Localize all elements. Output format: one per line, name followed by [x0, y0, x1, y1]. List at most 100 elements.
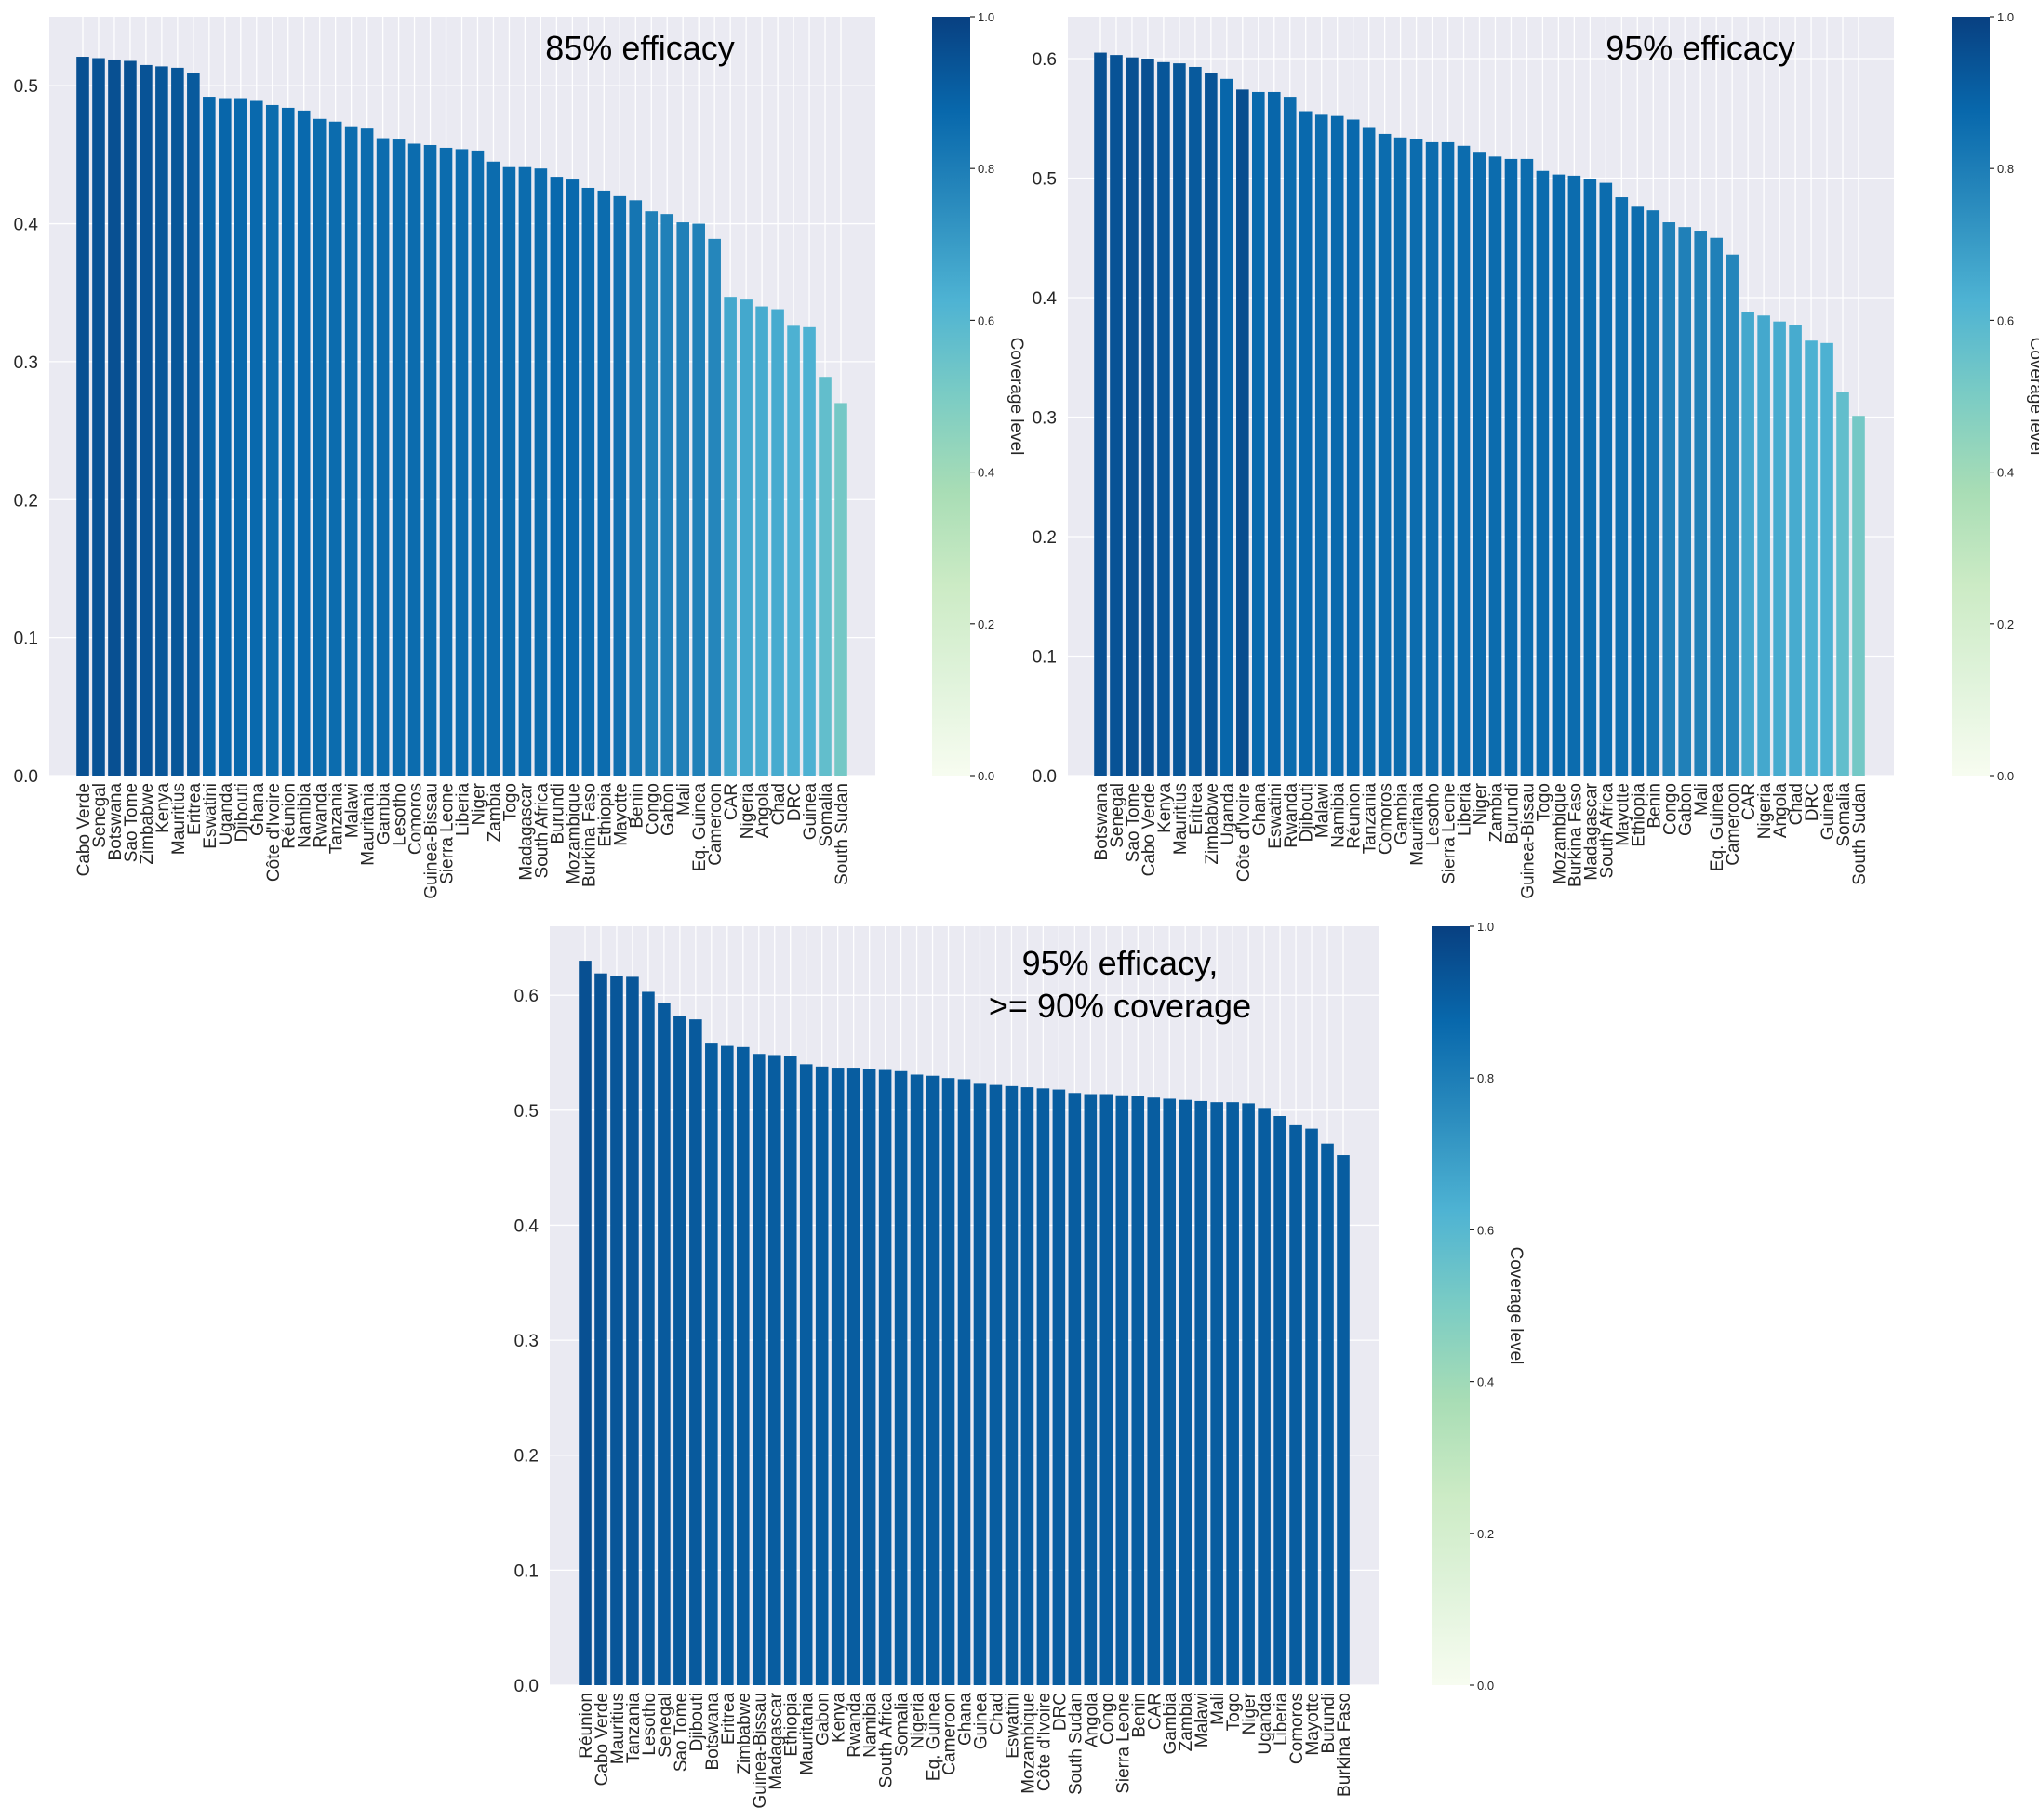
x-tick-label: Nigeria: [738, 783, 757, 840]
bar: [1694, 231, 1707, 777]
x-tick-label: Eswatini: [1266, 783, 1286, 849]
bar: [249, 100, 263, 776]
bar: [1473, 152, 1486, 776]
x-tick-label: Niger: [1240, 1692, 1259, 1734]
colorbar-tick-label: 0.0: [1997, 769, 2014, 783]
x-tick-label: Burundi: [1319, 1693, 1339, 1754]
bar: [1631, 206, 1645, 776]
x-tick-label: Burkina Faso: [1566, 783, 1585, 887]
x-tick-label: Gambia: [1161, 1693, 1180, 1755]
x-tick-label: Kenya: [1155, 783, 1175, 833]
colorbar-tick-label: 0.6: [1477, 1223, 1494, 1237]
bar: [1852, 416, 1865, 776]
y-tick-label: 0.4: [1033, 289, 1058, 309]
bar: [1583, 179, 1597, 776]
x-tick-label: Congo: [643, 783, 662, 835]
x-tick-label: South Africa: [877, 1693, 897, 1788]
x-tick-label: Madagascar: [516, 782, 536, 880]
x-tick-label: Guinea-Bissau: [422, 783, 442, 899]
x-tick-label: Madagascar: [766, 1692, 786, 1789]
x-tick-label: Mozambique: [1019, 1693, 1038, 1794]
bar: [689, 1019, 702, 1685]
x-tick-label: Cameroon: [706, 783, 726, 866]
chart-title: 85% efficacy: [545, 29, 734, 67]
x-tick-label: Liberia: [1456, 783, 1475, 836]
bar: [1115, 1095, 1129, 1685]
bar: [642, 991, 655, 1685]
bar: [645, 211, 659, 776]
x-tick-label: Madagascar: [1581, 782, 1601, 880]
x-tick-label: Togo: [1534, 783, 1553, 821]
bar: [597, 190, 611, 777]
x-tick-label: Cabo Verde: [1139, 783, 1159, 876]
x-tick-label: Eritrea: [185, 783, 205, 835]
x-tick-label: Botswana: [703, 1693, 723, 1771]
bar: [724, 297, 737, 776]
bar: [1210, 1102, 1223, 1685]
x-tick-label: Sierra Leone: [1113, 1693, 1133, 1794]
x-tick-label: Senegal: [90, 783, 110, 848]
colorbar-label: Coverage level: [1506, 1247, 1526, 1365]
x-tick-label: Somalia: [817, 783, 836, 847]
x-tick-label: Gabon: [659, 783, 678, 836]
x-tick-label: Uganda: [1219, 783, 1238, 845]
x-tick-label: CAR: [722, 783, 741, 820]
bar: [1220, 78, 1233, 777]
x-tick-label: Lesotho: [391, 783, 410, 846]
x-tick-label: Djibouti: [233, 783, 252, 842]
colorbar-tick-label: 0.4: [1477, 1375, 1494, 1389]
x-tick-label: Guinea: [971, 1693, 991, 1750]
bar: [92, 58, 105, 776]
colorbar-tick-label: 1.0: [978, 10, 994, 24]
bar: [878, 1069, 892, 1685]
bar: [566, 179, 580, 776]
bar: [957, 1079, 971, 1685]
bar: [862, 1069, 876, 1685]
bar: [1131, 1096, 1145, 1685]
colorbar-tick-label: 0.0: [978, 769, 994, 783]
x-tick-label: Tanzania: [1361, 783, 1380, 854]
x-tick-label: Sierra Leone: [1440, 783, 1459, 884]
bar: [1036, 1088, 1050, 1685]
bar: [1488, 156, 1502, 776]
x-tick-label: CAR: [1145, 1693, 1165, 1730]
x-tick-label: Zambia: [485, 783, 504, 843]
bar: [1441, 141, 1455, 776]
x-tick-label: Zimbabwe: [735, 1693, 754, 1774]
x-tick-label: Botswana: [106, 783, 126, 861]
x-tick-label: Mauritania: [1408, 783, 1428, 866]
bar: [76, 57, 89, 777]
bar: [1346, 119, 1360, 777]
colorbar-tick-label: 1.0: [1997, 10, 2014, 24]
x-tick-label: Ethiopia: [595, 783, 615, 847]
chart-title-line2: >= 90% coverage: [989, 987, 1251, 1025]
bar: [1337, 1155, 1350, 1685]
x-tick-label: DRC: [1803, 783, 1822, 821]
bar: [752, 1054, 766, 1685]
bar: [1099, 1094, 1113, 1685]
x-tick-label: Mauritius: [608, 1693, 628, 1764]
x-tick-label: CAR: [1739, 783, 1759, 820]
y-tick-label: 0.6: [1033, 50, 1057, 70]
x-tick-label: Cameroon: [1724, 783, 1743, 866]
bar: [803, 326, 816, 776]
bar: [1305, 1128, 1318, 1685]
bar: [407, 143, 421, 776]
x-tick-label: Mali: [674, 783, 694, 816]
bar: [1314, 114, 1328, 776]
bar: [1615, 197, 1629, 776]
y-tick-label: 0.4: [14, 216, 39, 235]
x-tick-label: Eritrea: [719, 1693, 739, 1745]
bar: [658, 1003, 671, 1685]
bar: [673, 1016, 686, 1685]
x-tick-label: Uganda: [217, 783, 236, 845]
x-tick-label: Rwanda: [312, 783, 331, 848]
x-tick-label: Mayotte: [611, 783, 631, 846]
bar: [629, 200, 643, 777]
y-tick-label: 0.0: [14, 767, 38, 787]
colorbar-tick-label: 0.6: [1997, 313, 2014, 327]
bar: [392, 139, 406, 776]
bar: [1110, 55, 1123, 776]
bar: [737, 1046, 750, 1685]
bar: [799, 1064, 813, 1685]
